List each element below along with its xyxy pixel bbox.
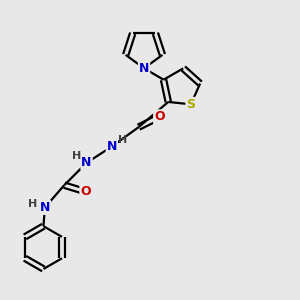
- Text: H: H: [118, 135, 128, 145]
- Text: N: N: [40, 201, 50, 214]
- Text: H: H: [28, 200, 38, 209]
- Text: O: O: [80, 185, 91, 198]
- Text: N: N: [106, 140, 117, 153]
- Text: O: O: [154, 110, 165, 123]
- Text: N: N: [81, 156, 92, 170]
- Text: H: H: [71, 151, 81, 161]
- Text: N: N: [139, 62, 149, 75]
- Text: S: S: [186, 98, 195, 111]
